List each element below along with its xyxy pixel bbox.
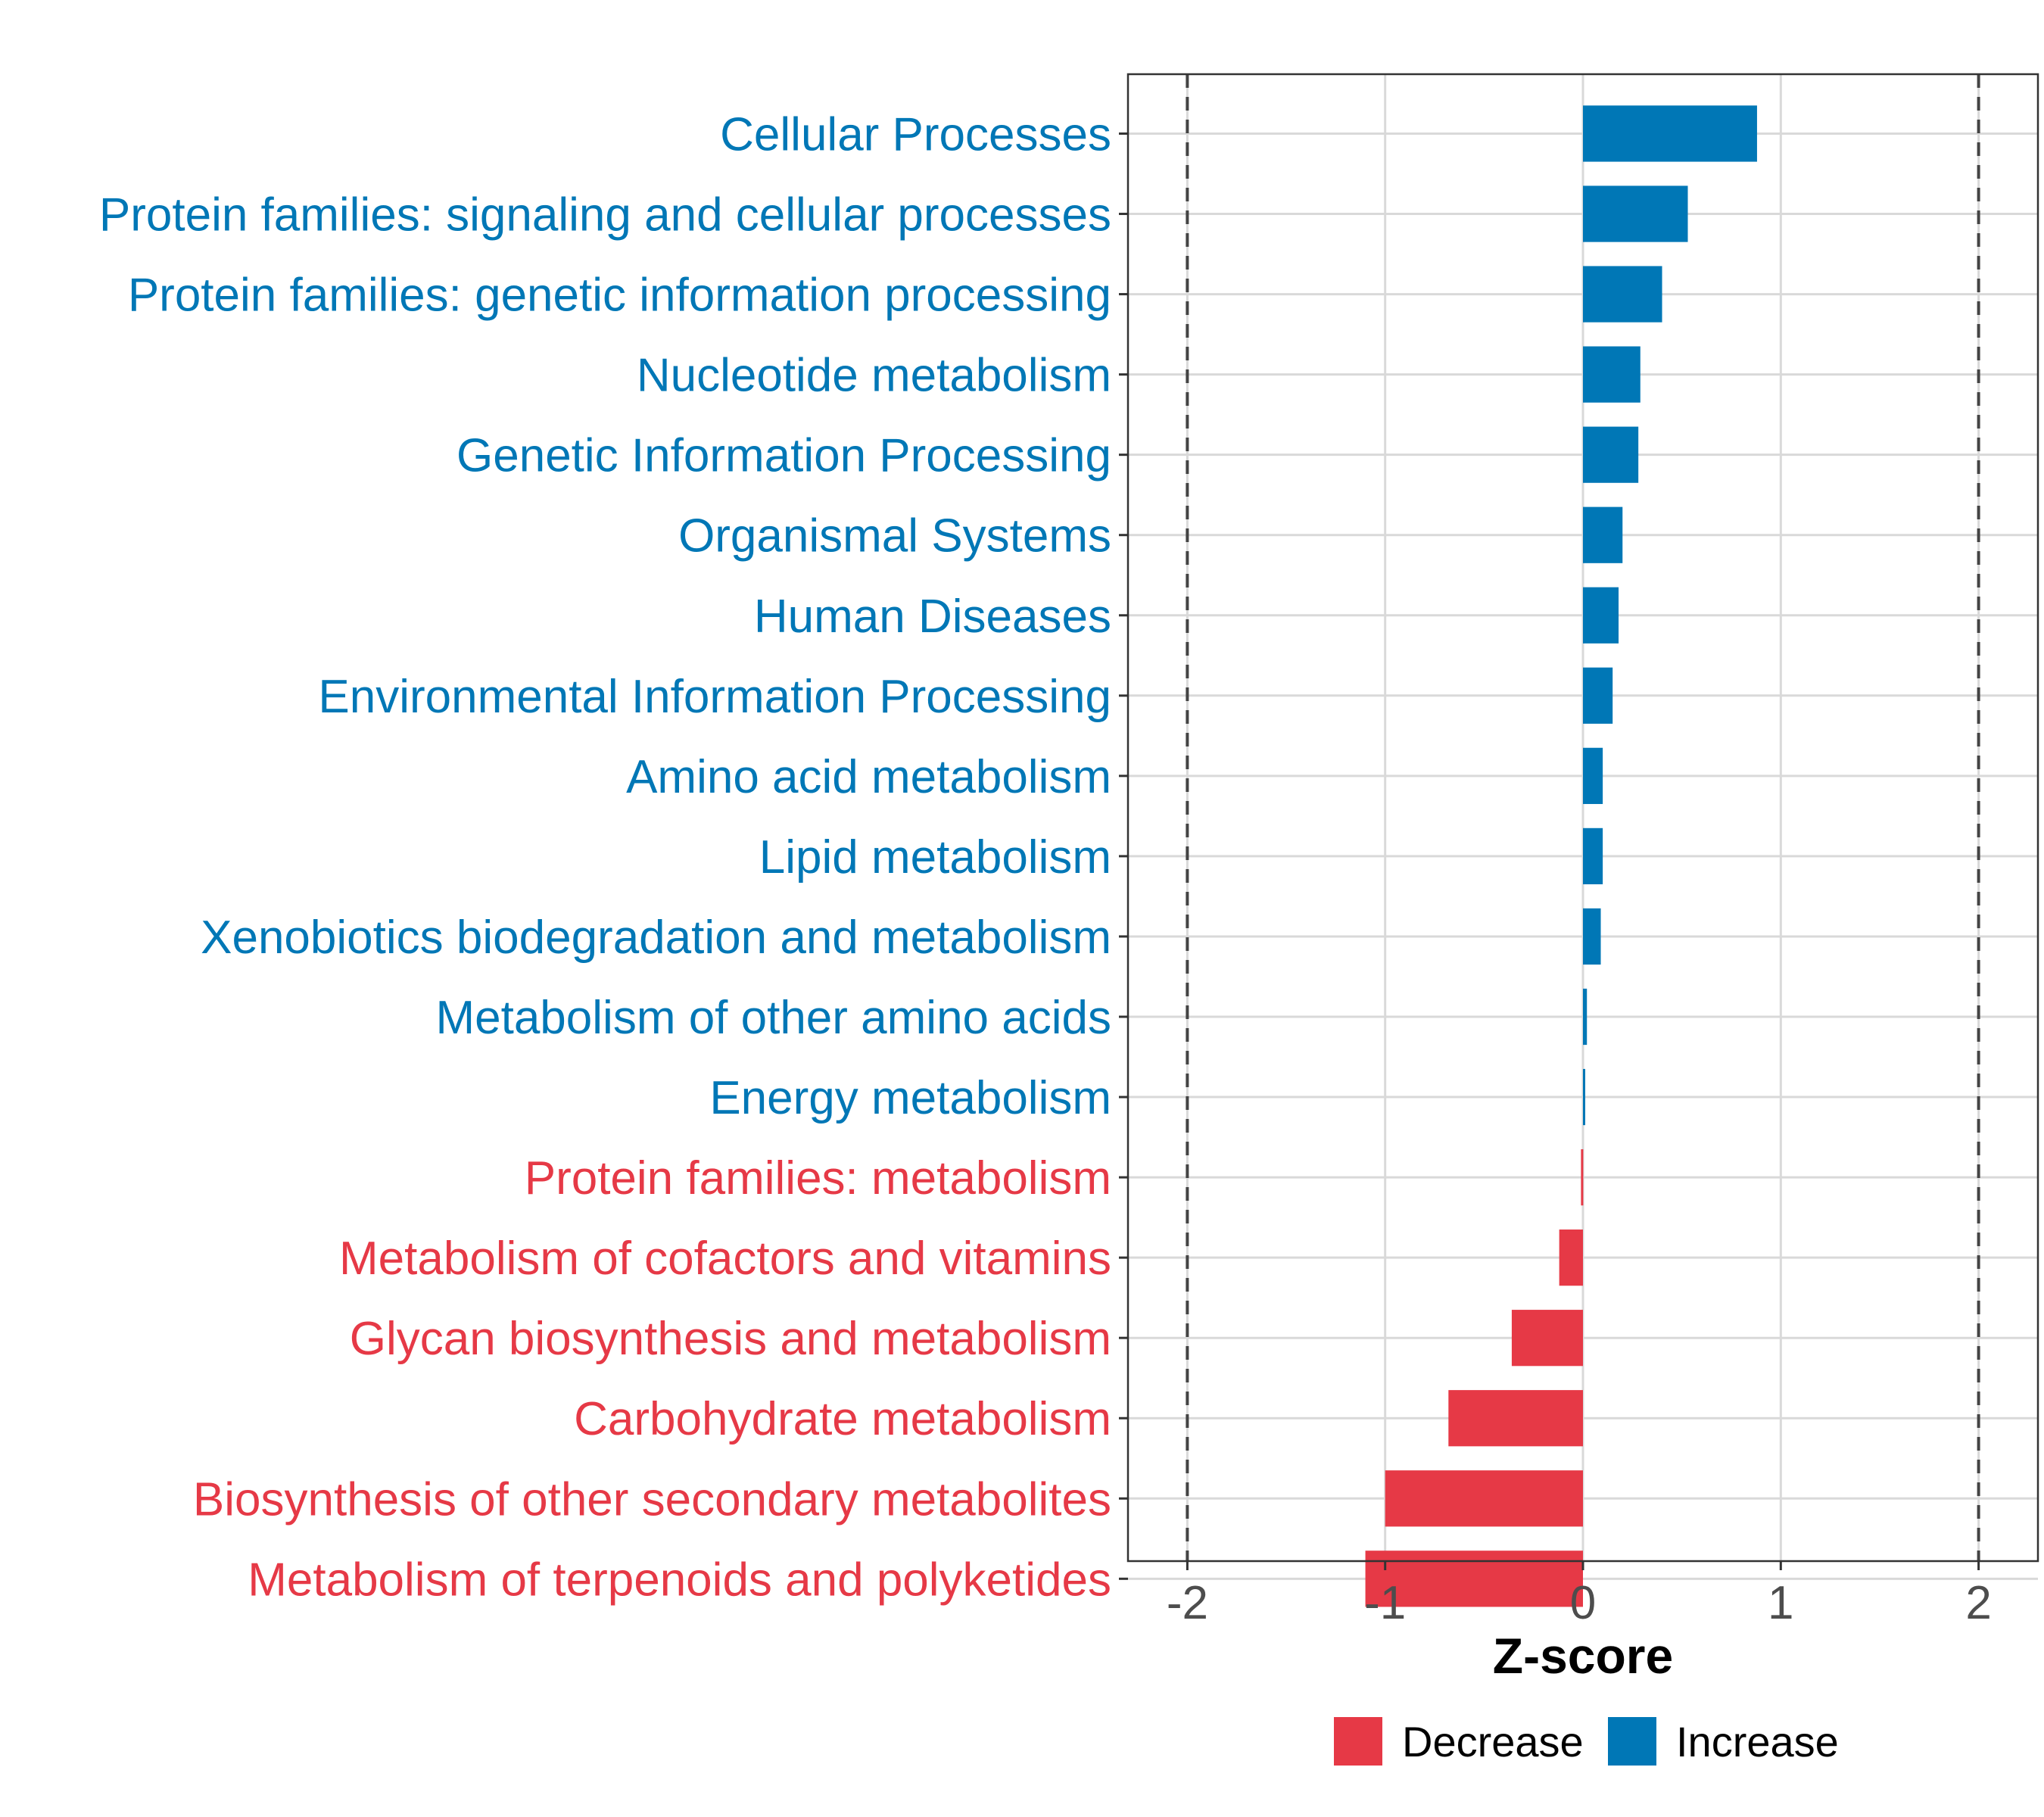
bar <box>1365 1551 1583 1607</box>
category-label: Biosynthesis of other secondary metaboli… <box>193 1473 1111 1526</box>
x-axis-title: Z-score <box>1493 1628 1673 1684</box>
category-label: Genetic Information Processing <box>456 430 1111 482</box>
bar <box>1583 346 1640 403</box>
category-label: Metabolism of terpenoids and polyketides <box>248 1554 1111 1606</box>
category-label: Metabolism of cofactors and vitamins <box>339 1233 1111 1285</box>
legend-swatch-increase <box>1608 1717 1656 1766</box>
category-label: Protein families: genetic information pr… <box>128 270 1111 322</box>
x-tick-label: 1 <box>1768 1577 1793 1629</box>
bar <box>1583 908 1601 965</box>
bar <box>1448 1390 1583 1447</box>
bar <box>1583 266 1662 323</box>
bar <box>1583 426 1639 483</box>
bar <box>1583 587 1619 644</box>
category-label: Lipid metabolism <box>759 831 1111 884</box>
bar <box>1583 988 1588 1046</box>
category-label: Environmental Information Processing <box>318 671 1111 723</box>
category-label: Protein families: metabolism <box>525 1152 1111 1205</box>
bar <box>1583 185 1688 242</box>
category-label: Nucleotide metabolism <box>637 350 1111 402</box>
category-label: Glycan biosynthesis and metabolism <box>350 1313 1111 1365</box>
category-label: Protein families: signaling and cellular… <box>99 189 1111 242</box>
bar <box>1559 1230 1583 1286</box>
bar <box>1583 747 1603 804</box>
x-tick-label: 0 <box>1570 1577 1596 1629</box>
bar <box>1583 667 1613 724</box>
bar <box>1583 506 1623 563</box>
y-axis-labels: Cellular Processes Protein families: sign… <box>99 108 1111 1606</box>
category-label: Xenobiotics biodegradation and metabolis… <box>201 912 1111 964</box>
legend-label-increase: Increase <box>1676 1718 1839 1766</box>
x-tick-label: -1 <box>1364 1577 1406 1629</box>
reference-lines <box>1186 74 1980 1561</box>
bar <box>1583 1068 1585 1126</box>
y-axis-ticks <box>1119 132 1128 1580</box>
category-label: Human Diseases <box>754 591 1111 643</box>
bar <box>1385 1470 1583 1527</box>
bar <box>1581 1148 1584 1206</box>
category-label: Amino acid metabolism <box>626 751 1111 803</box>
bar <box>1511 1310 1583 1367</box>
x-tick-label: -2 <box>1167 1577 1208 1629</box>
legend-swatch-decrease <box>1334 1717 1382 1766</box>
legend-label-decrease: Decrease <box>1402 1718 1584 1766</box>
category-label: Energy metabolism <box>709 1072 1111 1124</box>
category-label: Metabolism of other amino acids <box>435 992 1111 1044</box>
bar <box>1583 105 1757 162</box>
category-label: Cellular Processes <box>720 108 1111 161</box>
category-label: Organismal Systems <box>678 510 1111 563</box>
bars <box>1365 105 1757 1607</box>
bar <box>1583 827 1603 885</box>
x-tick-label: 2 <box>1965 1577 1991 1629</box>
x-axis-ticks: -2 -1 0 1 2 <box>1167 1561 1992 1629</box>
category-label: Carbohydrate metabolism <box>574 1393 1111 1445</box>
legend: Decrease Increase <box>1334 1717 1839 1766</box>
